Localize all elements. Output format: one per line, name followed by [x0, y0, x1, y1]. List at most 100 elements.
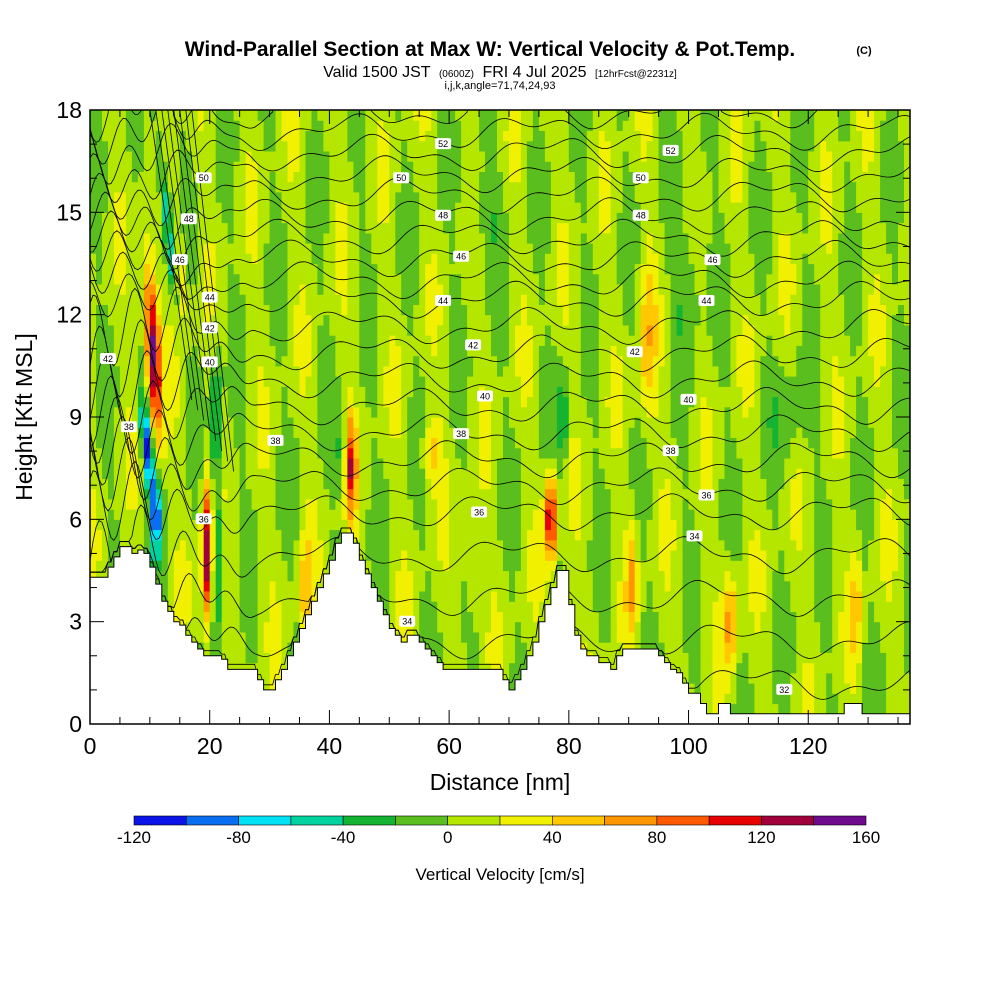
- field-cell: [204, 499, 211, 510]
- field-cell: [294, 294, 301, 305]
- field-cell: [533, 171, 540, 182]
- field-cell: [479, 417, 486, 428]
- field-cell: [341, 356, 348, 367]
- field-cell: [443, 264, 450, 275]
- field-cell: [282, 560, 289, 571]
- field-cell: [497, 489, 504, 500]
- field-cell: [575, 335, 582, 346]
- field-cell: [264, 571, 271, 582]
- field-cell: [102, 274, 109, 285]
- field-cell: [509, 427, 516, 438]
- field-cell: [389, 304, 396, 315]
- field-cell: [443, 571, 450, 582]
- field-cell: [353, 478, 360, 489]
- field-cell: [461, 356, 468, 367]
- field-cell: [264, 591, 271, 602]
- field-cell: [401, 223, 408, 234]
- field-cell: [575, 223, 582, 234]
- field-cell: [222, 509, 229, 520]
- field-cell: [300, 212, 307, 223]
- field-cell: [545, 571, 552, 582]
- field-cell: [551, 478, 558, 489]
- field-cell: [497, 274, 504, 285]
- field-cell: [377, 458, 384, 469]
- field-cell: [102, 141, 109, 152]
- field-cell: [258, 151, 265, 162]
- field-cell: [443, 304, 450, 315]
- field-cell: [491, 253, 498, 264]
- field-cell: [413, 407, 420, 418]
- field-cell: [521, 622, 528, 633]
- field-cell: [204, 571, 211, 582]
- field-cell: [479, 571, 486, 582]
- field-cell: [192, 489, 199, 500]
- field-cell: [323, 397, 330, 408]
- field-cell: [264, 519, 271, 530]
- field-cell: [282, 294, 289, 305]
- field-cell: [449, 591, 456, 602]
- field-cell: [557, 366, 564, 377]
- field-cell: [515, 550, 522, 561]
- field-cell: [527, 182, 534, 193]
- field-cell: [521, 264, 528, 275]
- field-cell: [323, 202, 330, 213]
- field-cell: [419, 233, 426, 244]
- field-cell: [383, 284, 390, 295]
- field-cell: [449, 448, 456, 459]
- field-cell: [479, 489, 486, 500]
- field-cell: [246, 335, 253, 346]
- field-cell: [491, 560, 498, 571]
- field-cell: [419, 540, 426, 551]
- field-cell: [443, 233, 450, 244]
- field-cell: [306, 212, 313, 223]
- field-cell: [192, 601, 199, 612]
- field-cell: [258, 427, 265, 438]
- field-cell: [282, 110, 289, 121]
- field-cell: [515, 581, 522, 592]
- field-cell: [491, 642, 498, 653]
- field-cell: [389, 212, 396, 223]
- field-cell: [156, 468, 163, 479]
- field-cell: [377, 274, 384, 285]
- field-cell: [216, 611, 223, 622]
- field-cell: [365, 223, 372, 234]
- field-cell: [204, 468, 211, 479]
- field-cell: [419, 478, 426, 489]
- field-cell: [497, 366, 504, 377]
- field-cell: [563, 253, 570, 264]
- field-cell: [521, 571, 528, 582]
- field-cell: [485, 284, 492, 295]
- field-cell: [521, 243, 528, 254]
- field-cell: [527, 120, 534, 131]
- field-cell: [204, 438, 211, 449]
- field-cell: [581, 223, 588, 234]
- field-cell: [312, 284, 319, 295]
- field-cell: [276, 540, 283, 551]
- field-cell: [210, 611, 217, 622]
- field-cell: [228, 530, 235, 541]
- field-cell: [306, 478, 313, 489]
- field-cell: [563, 499, 570, 510]
- field-cell: [407, 233, 414, 244]
- field-cell: [288, 438, 295, 449]
- field-cell: [479, 366, 486, 377]
- field-cell: [431, 264, 438, 275]
- field-cell: [347, 161, 354, 172]
- field-cell: [569, 335, 576, 346]
- field-cell: [515, 284, 522, 295]
- field-cell: [306, 141, 313, 152]
- field-cell: [329, 499, 336, 510]
- field-cell: [521, 540, 528, 551]
- field-cell: [431, 438, 438, 449]
- subtitle-valid: Valid 1500 JST: [323, 64, 431, 81]
- field-cell: [264, 458, 271, 469]
- field-cell: [425, 499, 432, 510]
- field-cell: [533, 550, 540, 561]
- field-cell: [377, 386, 384, 397]
- field-cell: [485, 131, 492, 142]
- field-cell: [341, 233, 348, 244]
- field-cell: [515, 530, 522, 541]
- field-cell: [294, 243, 301, 254]
- field-cell: [473, 601, 480, 612]
- field-cell: [377, 141, 384, 152]
